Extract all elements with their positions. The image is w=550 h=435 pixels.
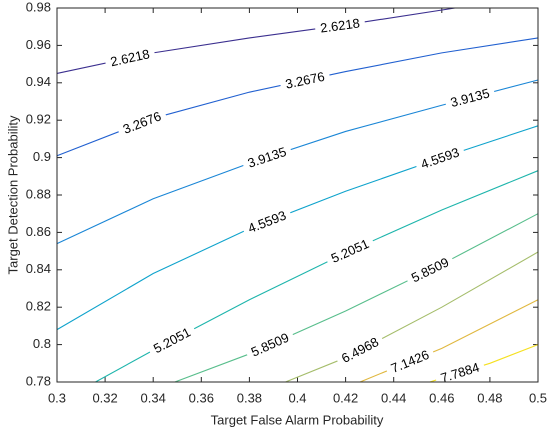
contour-label-bg <box>404 251 456 289</box>
y-tick-label: 0.8 <box>33 336 51 351</box>
contour-line <box>174 213 539 383</box>
contour-label-bg <box>433 357 487 388</box>
x-tick-label: 0.5 <box>529 390 547 405</box>
contour-label-group: 3.2676 <box>278 67 332 94</box>
y-tick-label: 0.94 <box>26 74 51 89</box>
x-tick-label: 0.46 <box>429 390 454 405</box>
contour-label-bg <box>278 67 332 94</box>
contour-label-bg <box>243 327 297 363</box>
contour-label-bg <box>314 14 366 37</box>
x-axis-label: Target False Alarm Probability <box>211 412 384 427</box>
plot-frame <box>56 7 539 383</box>
x-tick-label: 0.38 <box>237 390 262 405</box>
y-tick-label: 0.9 <box>33 149 51 164</box>
contour-label-bg <box>146 321 198 360</box>
contour-line <box>285 251 539 383</box>
contour-label-group: 2.6218 <box>103 44 157 71</box>
y-axis-label: Target Detection Probability <box>5 115 20 274</box>
contour-label: 2.6218 <box>319 15 360 35</box>
y-tick-label: 0.88 <box>26 186 51 201</box>
contour-label-bg <box>115 106 169 140</box>
contour-label-bg <box>334 331 386 369</box>
contour-label-bg <box>323 233 377 269</box>
y-tick-label: 0.86 <box>26 224 51 239</box>
y-tick-label: 0.92 <box>26 112 51 127</box>
contour-label-bg <box>443 83 497 112</box>
contour-label-bg <box>383 344 437 379</box>
plot-area <box>57 8 538 382</box>
x-tick-label: 0.34 <box>141 390 166 405</box>
x-tick-label: 0.44 <box>381 390 406 405</box>
contour-label-bg <box>240 141 294 173</box>
y-tick-label: 0.84 <box>26 261 51 276</box>
x-tick-label: 0.42 <box>333 390 358 405</box>
x-tick-label: 0.48 <box>477 390 502 405</box>
y-tick-label: 0.98 <box>26 0 51 14</box>
contour-line <box>95 170 539 383</box>
x-tick-label: 0.32 <box>92 390 117 405</box>
contour-label-bg <box>103 44 157 71</box>
x-tick-label: 0.4 <box>288 390 306 405</box>
contour-label-group: 2.6218 <box>314 14 366 37</box>
contour-label-bg <box>240 205 294 239</box>
y-tick-label: 0.82 <box>26 299 51 314</box>
x-tick-label: 0.36 <box>189 390 214 405</box>
y-tick-label: 0.78 <box>26 373 51 388</box>
contour-label-group: 3.9135 <box>443 83 497 112</box>
x-tick-label: 0.3 <box>48 390 66 405</box>
y-tick-label: 0.96 <box>26 37 51 52</box>
contour-label-bg <box>413 142 467 175</box>
